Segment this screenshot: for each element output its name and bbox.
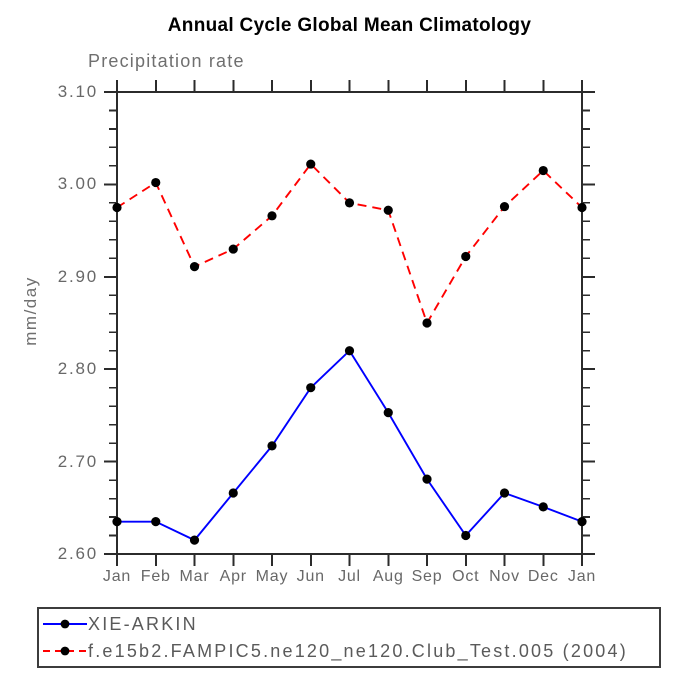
chart-title: Annual Cycle Global Mean Climatology <box>167 15 532 36</box>
data-point-marker <box>151 177 161 188</box>
y-tick-label: 2.80 <box>57 359 98 379</box>
x-tick-label: Jun <box>296 568 325 585</box>
data-point-marker <box>189 535 200 545</box>
data-point-marker <box>267 441 277 451</box>
x-tick-label: Nov <box>489 568 520 585</box>
plot-frame <box>115 90 584 556</box>
series-line-0 <box>117 349 583 542</box>
legend-marker-dot <box>60 646 70 656</box>
data-point-marker <box>112 517 122 527</box>
data-point-marker <box>151 517 161 527</box>
legend-box: XIE-ARKIN f.e15b2.FAMPIC5.ne120_ne120.Cl… <box>37 607 661 668</box>
y-tick-label: 2.70 <box>57 451 98 471</box>
chart-subtitle: Precipitation rate <box>88 51 245 71</box>
legend-label-model: f.e15b2.FAMPIC5.ne120_ne120.Club_Test.00… <box>88 640 628 661</box>
x-tick-label: Jul <box>338 568 361 585</box>
x-tick-label: Oct <box>452 568 480 585</box>
data-point-marker <box>577 202 587 213</box>
data-point-marker <box>189 262 200 272</box>
data-point-marker <box>344 198 355 208</box>
data-point-marker <box>228 488 238 498</box>
data-point-marker <box>422 318 432 328</box>
series-line-1 <box>116 162 583 326</box>
x-tick-label: Dec <box>527 568 559 585</box>
data-point-marker <box>344 346 355 356</box>
data-point-marker <box>228 244 238 254</box>
data-point-marker <box>499 201 510 212</box>
data-point-marker <box>267 211 277 221</box>
legend-marker-dot <box>60 619 70 629</box>
data-point-marker <box>577 517 587 527</box>
x-tick-label: Mar <box>179 568 210 585</box>
x-tick-label: Feb <box>140 568 171 585</box>
data-point-marker <box>461 251 471 262</box>
data-point-marker <box>422 474 432 484</box>
x-tick-label: May <box>255 568 289 585</box>
x-tick-label: Sep <box>411 568 443 585</box>
data-point-marker <box>538 165 548 176</box>
data-point-marker <box>306 383 316 393</box>
data-point-marker <box>383 205 393 215</box>
x-tick-label: Jan <box>567 568 597 585</box>
legend-swatch-model <box>43 646 87 656</box>
x-tick-label: Apr <box>219 568 247 585</box>
legend-row-obs: XIE-ARKIN <box>39 612 659 636</box>
legend-row-model: f.e15b2.FAMPIC5.ne120_ne120.Club_Test.00… <box>39 639 659 663</box>
data-point-marker <box>112 202 122 213</box>
data-point-marker <box>499 488 510 498</box>
data-point-marker <box>306 159 316 169</box>
y-tick-label: 2.60 <box>57 544 98 563</box>
legend-swatch-obs <box>43 619 87 629</box>
y-tick-label: 2.90 <box>57 266 98 286</box>
data-point-marker <box>538 502 548 512</box>
x-tick-label: Jan <box>102 568 132 585</box>
data-point-marker <box>383 408 393 418</box>
y-tick-label: 3.00 <box>57 174 98 194</box>
legend-label-obs: XIE-ARKIN <box>88 613 198 634</box>
x-tick-label: Aug <box>372 568 404 585</box>
data-point-marker <box>461 530 471 541</box>
y-tick-label: 3.10 <box>57 82 98 101</box>
